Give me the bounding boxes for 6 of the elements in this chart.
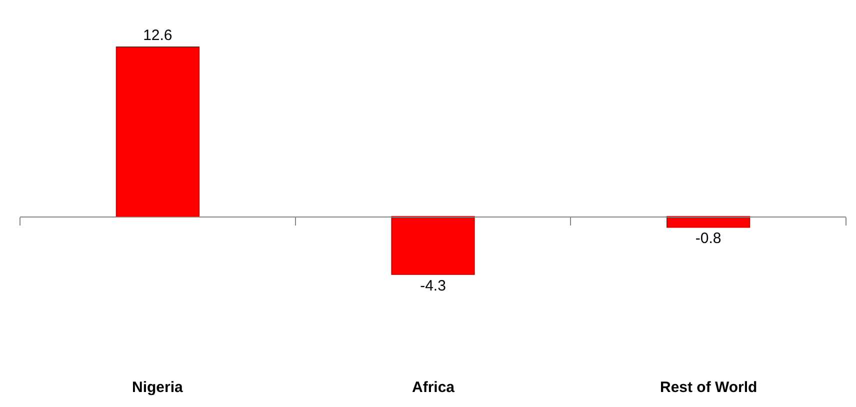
x-tick-label: Nigeria	[132, 379, 184, 396]
data-label: -0.8	[695, 230, 722, 248]
data-label: 12.6	[143, 26, 172, 44]
x-tick-label: Africa	[412, 379, 456, 396]
data-label: -4.3	[420, 277, 446, 294]
x-tick-label: Rest of World	[660, 379, 758, 396]
